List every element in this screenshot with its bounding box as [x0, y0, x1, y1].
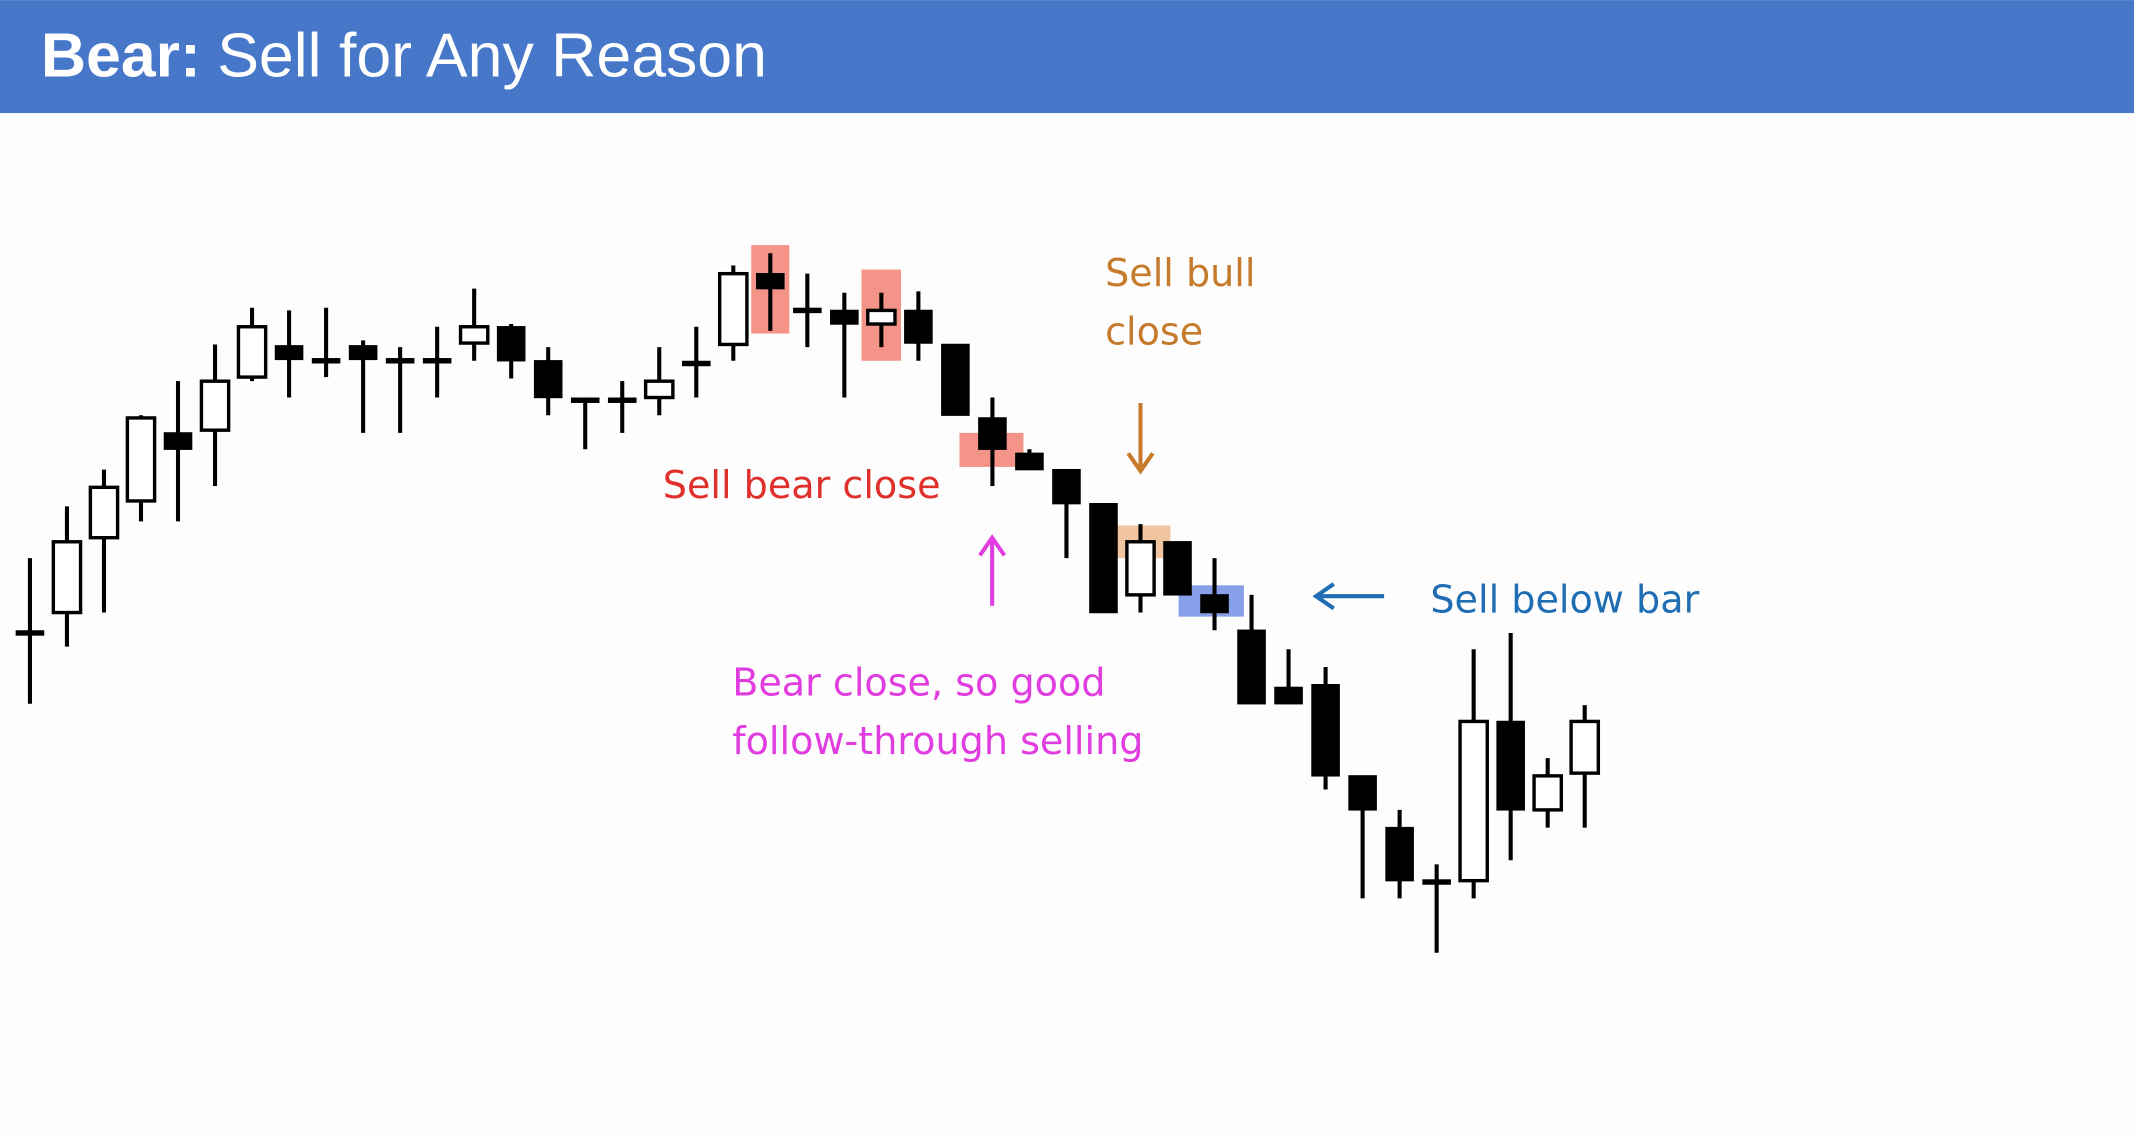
- body: [607, 397, 637, 403]
- body: [385, 358, 415, 364]
- body: [88, 485, 120, 540]
- body: [570, 397, 600, 403]
- body: [1458, 719, 1489, 883]
- body: [125, 416, 157, 503]
- body: [830, 309, 859, 325]
- annotation: Sell bull: [1105, 251, 1255, 295]
- body: [717, 271, 749, 347]
- body: [311, 358, 341, 364]
- header-bar: [0, 0, 2134, 114]
- body: [236, 325, 268, 379]
- body: [163, 432, 193, 450]
- annotation: follow-through selling: [732, 719, 1143, 763]
- body: [1422, 879, 1451, 885]
- body: [1200, 594, 1229, 614]
- annotation: Sell bear close: [663, 463, 941, 507]
- title-lead: Bear:: [41, 20, 201, 90]
- body: [15, 630, 45, 636]
- annotations: Sell bull close Sell bear close Sell below …: [663, 251, 1700, 763]
- arrow: [1126, 402, 1155, 475]
- body: [1496, 720, 1525, 811]
- body: [458, 325, 490, 345]
- body: [1237, 629, 1266, 705]
- title-rest: Sell for Any Reason: [217, 20, 767, 90]
- body: [1311, 684, 1340, 777]
- body: [1532, 774, 1564, 812]
- body: [1385, 826, 1414, 882]
- body: [756, 272, 785, 290]
- arrows: [978, 402, 1385, 611]
- body: [643, 379, 675, 400]
- body: [422, 358, 452, 364]
- annotation: close: [1105, 309, 1203, 353]
- body: [1015, 452, 1044, 471]
- body: [199, 379, 231, 432]
- body: [1089, 502, 1118, 614]
- body: [978, 417, 1007, 450]
- body: [1052, 468, 1081, 505]
- body: [866, 308, 897, 326]
- body: [496, 326, 526, 362]
- body: [533, 360, 563, 399]
- arrow: [1312, 582, 1385, 611]
- slide-title: Bear: Sell for Any Reason: [41, 20, 767, 90]
- annotation: Bear close, so good: [732, 661, 1105, 705]
- body: [1163, 541, 1192, 596]
- body: [793, 307, 822, 314]
- body: [274, 345, 304, 361]
- body: [941, 343, 970, 416]
- body: [1274, 686, 1303, 705]
- annotation: Sell below bar: [1430, 578, 1699, 622]
- body: [1348, 775, 1377, 811]
- candles: [15, 253, 1601, 953]
- body: [1569, 719, 1601, 775]
- body: [681, 360, 711, 367]
- body: [1125, 540, 1156, 597]
- arrow: [978, 534, 1007, 606]
- body: [51, 540, 83, 615]
- body: [904, 309, 933, 344]
- body: [348, 345, 378, 361]
